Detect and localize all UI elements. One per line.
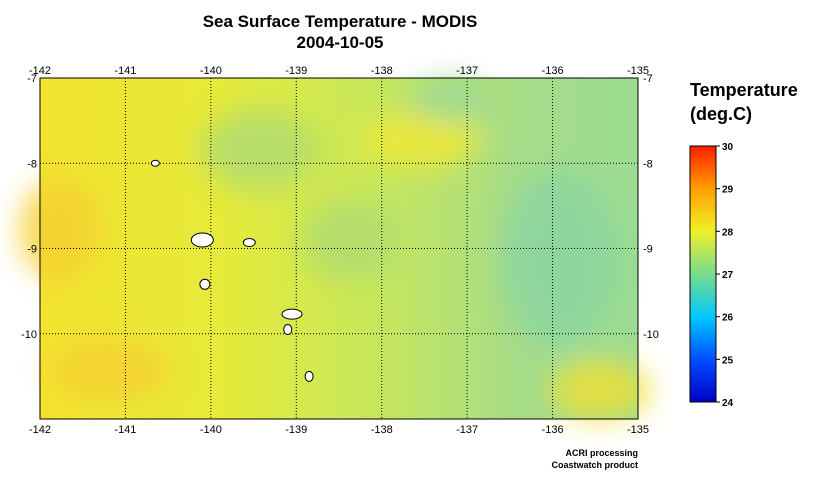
credit-product: Coastwatch product <box>551 460 638 470</box>
map-grid <box>40 78 638 419</box>
lat-tick-label: -10 <box>21 329 37 341</box>
lon-tick-label: -136 <box>542 65 564 77</box>
map-date: 2004-10-05 <box>296 33 384 52</box>
lon-tick-label: -142 <box>29 424 51 436</box>
legend-title: Temperature <box>690 80 798 100</box>
lon-tick-label: -141 <box>114 424 136 436</box>
lon-tick-label: -137 <box>456 65 478 77</box>
island <box>242 238 256 248</box>
lon-tick-label: -135 <box>627 424 649 436</box>
lon-tick-label: -138 <box>371 65 393 77</box>
sst-field <box>20 78 650 420</box>
lat-tick-label: -9 <box>643 244 653 256</box>
colorbar-tick-label: 25 <box>722 355 734 366</box>
lat-tick-label: -9 <box>27 244 37 256</box>
colorbar-tick-label: 30 <box>722 142 734 153</box>
island <box>304 370 314 382</box>
colorbar-tick-label: 26 <box>722 313 734 324</box>
lon-tick-label: -140 <box>200 424 222 436</box>
lon-tick-label: -136 <box>542 424 564 436</box>
island <box>190 232 214 248</box>
island <box>281 308 303 320</box>
island-group <box>150 159 314 382</box>
island <box>283 323 293 335</box>
colorbar-tick-label: 24 <box>722 398 734 409</box>
colorbar <box>689 145 717 403</box>
lon-tick-label: -139 <box>285 65 307 77</box>
lon-tick-label: -139 <box>285 424 307 436</box>
lon-tick-label: -140 <box>200 65 222 77</box>
map-frame <box>39 77 639 420</box>
colorbar-tick-label: 27 <box>722 270 734 281</box>
map-title: Sea Surface Temperature - MODIS <box>202 12 478 31</box>
lat-tick-label: -7 <box>643 73 653 85</box>
colorbar-tick-label: 29 <box>722 185 734 196</box>
colorbar-tick-label: 28 <box>722 227 734 238</box>
legend-units: (deg.C) <box>690 104 752 124</box>
lon-tick-label: -138 <box>371 424 393 436</box>
lon-tick-label: -142 <box>29 65 51 77</box>
lon-tick-label: -141 <box>114 65 136 77</box>
credit-processing: ACRI processing <box>565 448 638 458</box>
lon-tick-label: -135 <box>627 65 649 77</box>
island <box>199 278 211 290</box>
lat-tick-label: -10 <box>643 329 659 341</box>
lon-tick-label: -137 <box>456 424 478 436</box>
lat-tick-label: -7 <box>27 73 37 85</box>
lat-tick-label: -8 <box>643 158 653 170</box>
island <box>150 159 160 167</box>
lat-tick-label: -8 <box>27 158 37 170</box>
